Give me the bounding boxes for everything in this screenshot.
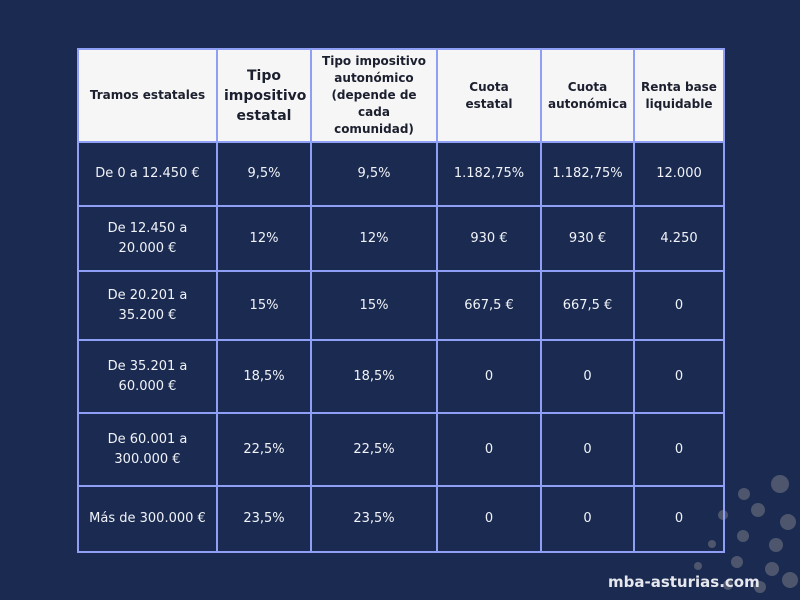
table-cell: 18,5% [216,339,312,414]
table-cell: 0 [540,339,635,414]
table-cell: 0 [436,485,542,553]
header-cuota-estatal: Cuota estatal [436,48,542,143]
table-row: De 35.201 a 60.000 €18,5% 18,5% 0 0 0 [77,339,725,414]
table-cell: 930 € [436,205,542,272]
table-row: De 60.001 a 300.000 €22,5% 22,5% 0 0 0 [77,412,725,487]
table-row: De 0 a 12.450 €9,5% 9,5% 1.182,75% 1.182,75… [77,141,725,207]
table-cell: 22,5% [310,412,438,487]
table-cell: De 0 a 12.450 € [77,141,218,207]
table-cell: 18,5% [310,339,438,414]
table-row: De 12.450 a 20.000 €12% 12% 930 €930 €4.25… [77,205,725,272]
table-cell: 1.182,75% [436,141,542,207]
table-cell: 15% [310,270,438,341]
table-cell: De 60.001 a 300.000 € [77,412,218,487]
table-cell: De 20.201 a 35.200 € [77,270,218,341]
table-cell: 12.000 [633,141,725,207]
table-cell: 1.182,75% [540,141,635,207]
table-cell: 667,5 € [436,270,542,341]
table-cell: Más de 300.000 € [77,485,218,553]
table-cell: 15% [216,270,312,341]
table-cell: 0 [540,412,635,487]
table-cell: 0 [633,485,725,553]
tax-brackets-table: Tramos estatales Tipo impositivo estatal… [77,48,725,553]
header-renta-base: Renta base liquidable [633,48,725,143]
table-cell: 12% [216,205,312,272]
table-cell: 0 [633,270,725,341]
table-cell: 0 [436,339,542,414]
table-cell: De 12.450 a 20.000 € [77,205,218,272]
table-cell: 22,5% [216,412,312,487]
table-cell: 0 [633,339,725,414]
table-cell: 9,5% [216,141,312,207]
table-cell: 23,5% [310,485,438,553]
header-row: Tramos estatales Tipo impositivo estatal… [77,48,725,143]
table-cell: 4.250 [633,205,725,272]
table-cell: 0 [540,485,635,553]
table-cell: 12% [310,205,438,272]
brand-url: mba-asturias.com [608,573,760,591]
header-tipo-estatal: Tipo impositivo estatal [216,48,312,143]
table-cell: 23,5% [216,485,312,553]
table-cell: De 35.201 a 60.000 € [77,339,218,414]
header-tipo-autonomico: Tipo impositivo autonómico (depende de c… [310,48,438,143]
table-cell: 9,5% [310,141,438,207]
table-cell: 930 € [540,205,635,272]
table-cell: 0 [436,412,542,487]
header-cuota-autonomica: Cuota autonómica [540,48,635,143]
table-row: De 20.201 a 35.200 €15% 15% 667,5 €667,5 €… [77,270,725,341]
table-cell: 667,5 € [540,270,635,341]
table-row: Más de 300.000 €23,5% 23,5% 0 0 0 [77,485,725,553]
table-cell: 0 [633,412,725,487]
header-tramos: Tramos estatales [77,48,218,143]
